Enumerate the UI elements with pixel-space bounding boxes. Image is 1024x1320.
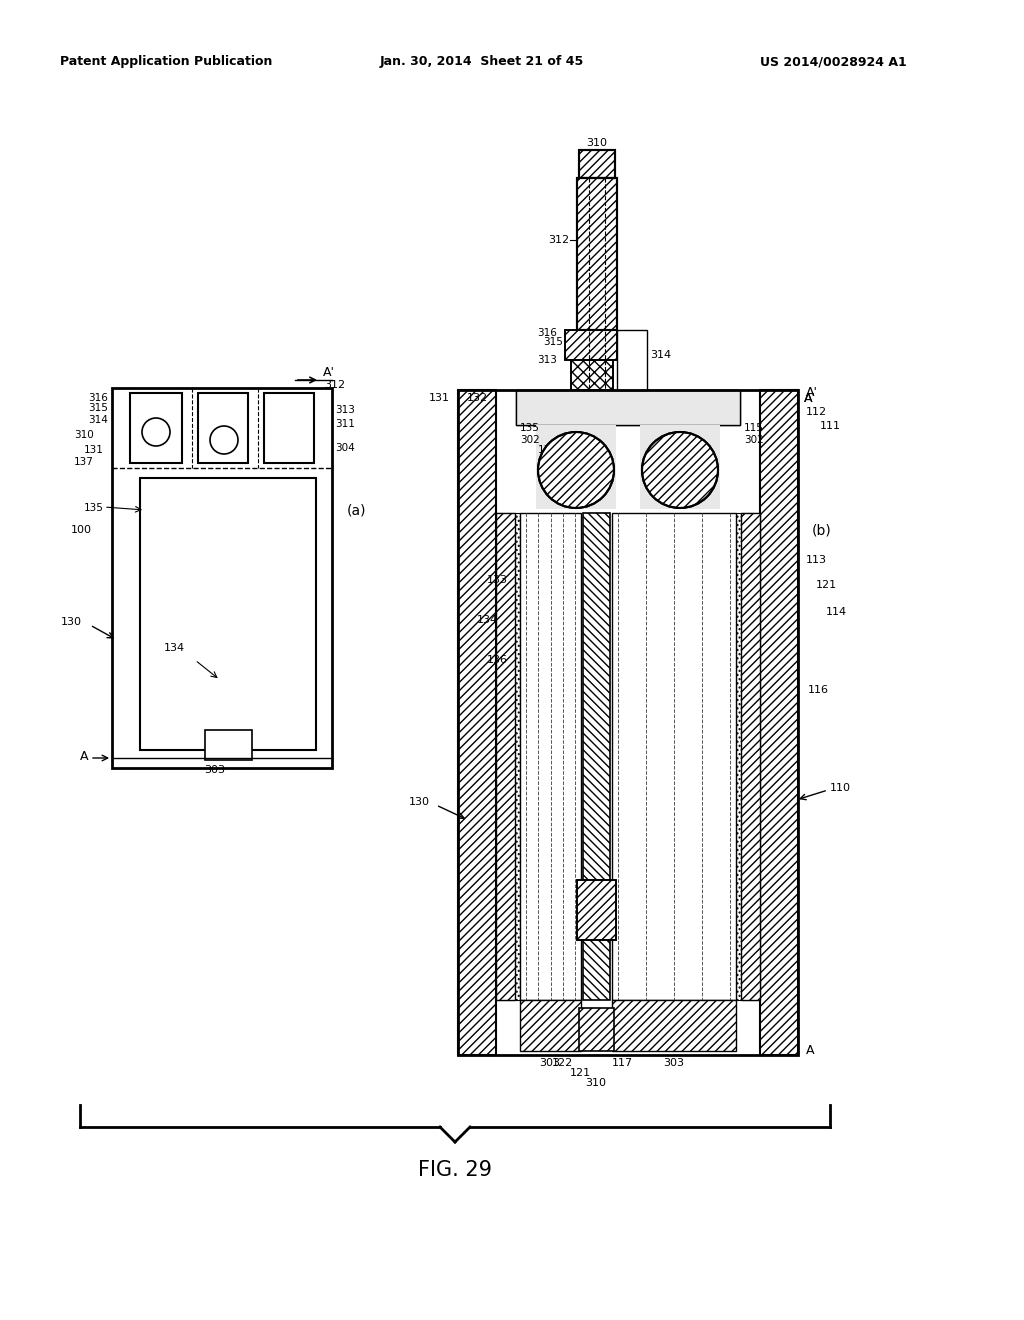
Text: 131: 131 [84, 445, 104, 455]
Bar [198, 393, 248, 463]
Bar [130, 393, 182, 463]
Circle shape [142, 418, 170, 446]
Text: 310: 310 [586, 1078, 606, 1088]
Text: 137: 137 [74, 457, 94, 467]
Bar [458, 389, 798, 1055]
Text: (b): (b) [812, 523, 831, 537]
Text: 130: 130 [409, 797, 430, 807]
Text: (a): (a) [347, 503, 367, 517]
Text: 130: 130 [61, 616, 82, 627]
Text: 310: 310 [75, 430, 94, 440]
Text: 110: 110 [830, 783, 851, 793]
Bar [577, 178, 617, 330]
Text: 131: 131 [429, 393, 450, 403]
Text: 121: 121 [816, 579, 838, 590]
Text: 303: 303 [205, 766, 225, 775]
Text: 115: 115 [744, 422, 764, 433]
Text: 312: 312 [548, 235, 569, 246]
Text: 135: 135 [84, 503, 104, 513]
Bar [140, 478, 316, 750]
Text: 134: 134 [477, 615, 498, 624]
Bar [496, 513, 520, 1001]
Text: 135: 135 [520, 422, 540, 433]
Bar [579, 150, 615, 178]
Text: 114: 114 [826, 607, 847, 616]
Bar [496, 513, 515, 1001]
Text: A': A' [804, 392, 816, 404]
Text: 116: 116 [808, 685, 829, 696]
Bar [640, 425, 720, 510]
Text: 134: 134 [164, 643, 185, 653]
Text: 313: 313 [538, 355, 557, 366]
Text: A: A [804, 392, 812, 404]
Bar [760, 389, 798, 1055]
Bar [571, 360, 613, 389]
Bar [577, 178, 617, 330]
Text: 136: 136 [487, 655, 508, 665]
Bar [583, 513, 610, 1001]
Text: US 2014/0028924 A1: US 2014/0028924 A1 [760, 55, 906, 69]
Bar [458, 389, 496, 1055]
Text: 122: 122 [552, 1059, 573, 1068]
Circle shape [210, 426, 238, 454]
Text: 117: 117 [612, 1059, 633, 1068]
Circle shape [538, 432, 614, 508]
Text: A': A' [806, 387, 818, 400]
Bar [617, 330, 647, 389]
Text: 132: 132 [467, 393, 488, 403]
Text: 302: 302 [520, 436, 540, 445]
Text: 315: 315 [88, 403, 108, 413]
Bar [571, 360, 613, 389]
Text: 303: 303 [540, 1059, 560, 1068]
Text: 133: 133 [487, 576, 508, 585]
Text: 316: 316 [88, 393, 108, 403]
Bar [516, 389, 740, 425]
Text: 112: 112 [806, 407, 827, 417]
Text: 313: 313 [335, 405, 355, 414]
Bar [612, 1001, 736, 1051]
Text: 314: 314 [650, 350, 671, 360]
Text: 137: 137 [538, 445, 558, 455]
Text: 315: 315 [543, 337, 563, 347]
Text: A: A [806, 1044, 814, 1056]
Bar [612, 513, 736, 1001]
Bar [565, 330, 617, 360]
Bar [516, 389, 740, 425]
Bar [577, 880, 616, 940]
Text: 310: 310 [587, 139, 607, 148]
Bar [520, 513, 581, 1001]
Text: A': A' [323, 367, 335, 380]
Bar [579, 150, 615, 178]
Text: 312: 312 [324, 380, 345, 389]
Bar [205, 730, 252, 760]
Bar [741, 513, 760, 1001]
Bar [565, 330, 617, 360]
Text: 111: 111 [820, 421, 841, 432]
Text: A: A [80, 751, 88, 763]
Text: 316: 316 [538, 327, 557, 338]
Bar [112, 388, 332, 768]
Bar [736, 513, 760, 1001]
Text: Jan. 30, 2014  Sheet 21 of 45: Jan. 30, 2014 Sheet 21 of 45 [380, 55, 585, 69]
Bar [264, 393, 314, 463]
Text: 302: 302 [744, 436, 764, 445]
Text: 311: 311 [335, 418, 355, 429]
Text: 304: 304 [558, 395, 579, 405]
Bar [577, 880, 616, 940]
Bar [520, 1001, 581, 1051]
Text: 304: 304 [335, 444, 354, 453]
Text: 100: 100 [71, 525, 92, 535]
Text: 314: 314 [88, 414, 108, 425]
Text: 121: 121 [569, 1068, 591, 1078]
Text: FIG. 29: FIG. 29 [418, 1160, 492, 1180]
Bar [579, 1008, 614, 1051]
Text: Patent Application Publication: Patent Application Publication [60, 55, 272, 69]
Circle shape [642, 432, 718, 508]
Text: 113: 113 [806, 554, 827, 565]
Text: 303: 303 [664, 1059, 684, 1068]
Bar [536, 425, 616, 510]
